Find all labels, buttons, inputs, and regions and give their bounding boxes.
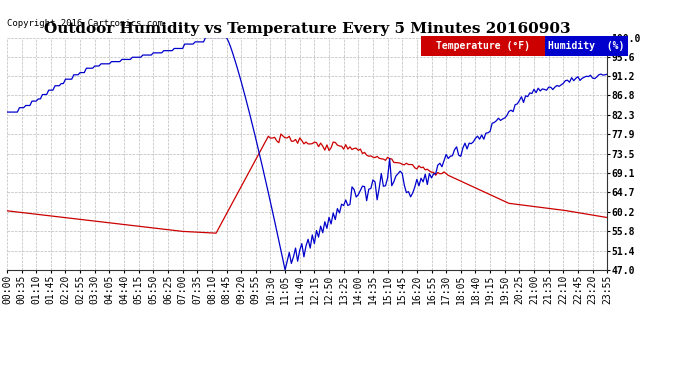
Text: Humidity  (%): Humidity (%) — [549, 41, 624, 51]
Title: Outdoor Humidity vs Temperature Every 5 Minutes 20160903: Outdoor Humidity vs Temperature Every 5 … — [43, 22, 571, 36]
Text: Temperature (°F): Temperature (°F) — [436, 41, 530, 51]
Text: Copyright 2016 Cartronics.com: Copyright 2016 Cartronics.com — [7, 19, 163, 28]
